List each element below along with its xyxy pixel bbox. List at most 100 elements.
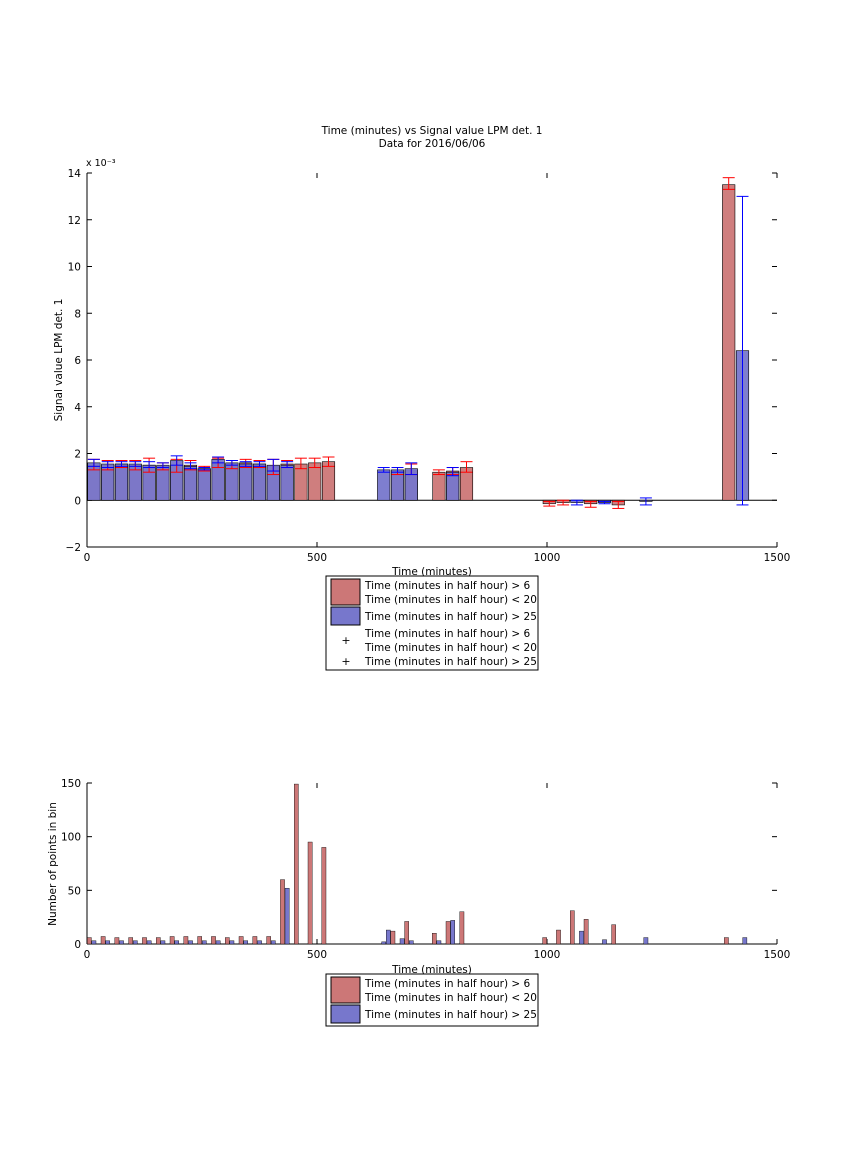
chart1-y-multiplier: x 10⁻³ [86, 158, 116, 169]
chart1-legend-label: Time (minutes in half hour) < 20 [364, 642, 537, 654]
chart2-bar-series1 [215, 940, 221, 945]
chart2-bar-series0 [183, 936, 189, 945]
chart2-bar-series0 [445, 921, 451, 945]
chart2-bar-series0 [142, 937, 147, 945]
chart2-xlabel: Time (minutes) [391, 964, 472, 976]
chart2-bar-series0 [224, 937, 230, 945]
chart2-bar-series0 [211, 936, 216, 945]
chart2-y-tick-label: 100 [61, 832, 81, 844]
chart1-x-tick-label: 1000 [534, 552, 561, 564]
chart1-y-tick-label: 6 [74, 355, 81, 367]
chart1-y-tick-label: −2 [66, 542, 81, 554]
chart2-bar-series0 [556, 929, 561, 945]
chart2-bar-series0 [266, 936, 272, 945]
chart2-bar-series1 [91, 940, 97, 945]
chart2-bar-series1 [579, 930, 584, 945]
chart2-y-tick-label: 50 [68, 885, 81, 897]
chart2-bar-series1 [450, 920, 456, 945]
chart2-bar-series1 [160, 940, 166, 945]
chart2-bar-series1 [399, 938, 405, 945]
chart1-legend-label: Time (minutes in half hour) > 25 [364, 611, 537, 623]
chart1-bar-series1 [377, 469, 391, 501]
chart2-x-tick-label: 1500 [764, 949, 791, 961]
chart2-bar-series1 [381, 941, 387, 945]
chart2-legend: Time (minutes in half hour) > 6 Time (min… [325, 973, 539, 1027]
chart2-bar-series1 [436, 940, 442, 945]
chart2-y-tick-label: 150 [61, 778, 81, 790]
chart2-bar-series0 [114, 937, 120, 945]
chart2-bar-series0 [432, 933, 437, 945]
chart1-legend-label: Time (minutes in half hour) > 6 [364, 580, 531, 592]
chart1-y-tick-label: 12 [68, 215, 81, 227]
chart2-bar-series1 [146, 940, 152, 945]
chart2-legend-label: Time (minutes in half hour) > 6 [364, 978, 531, 990]
chart2-bar-series1 [643, 937, 649, 945]
chart2-bar-series1 [119, 940, 124, 945]
chart1-legend-label: Time (minutes in half hour) > 25 [364, 656, 537, 668]
chart1-bar-series1 [114, 463, 129, 501]
chart2-bar-series0 [404, 921, 410, 945]
chart2-bar-series1 [132, 940, 138, 945]
chart2-legend-label: Time (minutes in half hour) < 20 [364, 992, 537, 1004]
chart2-legend-label: Time (minutes in half hour) > 25 [364, 1009, 537, 1021]
chart1-x-tick-label: 500 [307, 552, 327, 564]
chart2-plot-area: 0 500 1000 1500 0 50 100 150 [61, 778, 790, 961]
chart2-bar-series1 [742, 937, 748, 945]
chart2-bar-series0 [583, 919, 589, 945]
chart1-legend-label: Time (minutes in half hour) > 6 [364, 628, 531, 640]
chart2-bar-series1 [105, 940, 110, 945]
chart1-xlabel: Time (minutes) [391, 566, 472, 578]
chart2-bar-series0 [459, 911, 465, 945]
chart2-bar-series0 [238, 936, 244, 945]
chart1-legend-box [325, 575, 539, 671]
chart1-title: Time (minutes) vs Signal value LPM det. … [321, 125, 543, 137]
chart1-legend-marker: + [341, 655, 350, 668]
chart2-bar-series0 [390, 930, 396, 945]
chart1-x-tick-label: 0 [84, 552, 91, 564]
chart1-x-tick-label: 1500 [764, 552, 791, 564]
chart2-bar-series1 [243, 940, 249, 945]
chart1-legend: Time (minutes in half hour) > 6 Time (min… [325, 575, 539, 671]
chart2-bar-series0 [280, 879, 285, 945]
chart2-bar-series1 [602, 939, 607, 945]
chart1-y-tick-label: 8 [74, 308, 81, 320]
chart2-bar-series1 [188, 940, 193, 945]
chart2-bar-series0 [155, 937, 161, 945]
chart1-bar-series1 [156, 464, 170, 501]
chart1-bar-series1 [183, 466, 198, 501]
chart1-legend-swatch [330, 606, 361, 626]
chart2-bar-series0 [611, 924, 616, 945]
chart1-legend-marker: + [341, 634, 350, 647]
chart2-bar-series0 [169, 936, 175, 945]
chart1-bar-series1 [252, 463, 267, 501]
chart2-bar-series1 [174, 940, 180, 945]
chart1-bar-series1 [446, 471, 460, 501]
chart2-bar-series0 [294, 783, 299, 945]
chart2-bar-series0 [307, 841, 313, 945]
chart1-bar-series1 [197, 468, 211, 501]
chart1-y-tick-label: 4 [74, 402, 81, 414]
chart2-bar-series0 [321, 847, 327, 945]
chart1-bar-series0 [432, 471, 446, 501]
chart2-y-tick-label: 0 [74, 939, 81, 951]
chart2-bar-series0 [252, 936, 258, 945]
chart1-bar-series0 [321, 461, 336, 501]
chart2-bar-series1 [271, 940, 276, 945]
chart2-bar-series0 [542, 937, 547, 945]
chart2-bar-series0 [197, 936, 203, 945]
chart2-bar-series0 [128, 937, 134, 945]
chart1-legend-swatch [330, 578, 361, 606]
chart2-bar-series1 [229, 940, 235, 945]
chart1-subtitle: Data for 2016/06/06 [379, 138, 486, 150]
chart2-bar-series1 [284, 887, 290, 945]
chart2-bar-series0 [570, 910, 575, 945]
chart1-y-tick-label: 14 [68, 168, 82, 180]
chart2-legend-swatch [330, 976, 361, 1004]
chart2-bar-series0 [100, 936, 106, 945]
chart1-bar-series1 [239, 463, 253, 501]
chart2-bar-series1 [257, 940, 262, 945]
chart2-x-tick-label: 0 [84, 949, 91, 961]
chart1-legend-label: Time (minutes in half hour) < 20 [364, 594, 537, 606]
